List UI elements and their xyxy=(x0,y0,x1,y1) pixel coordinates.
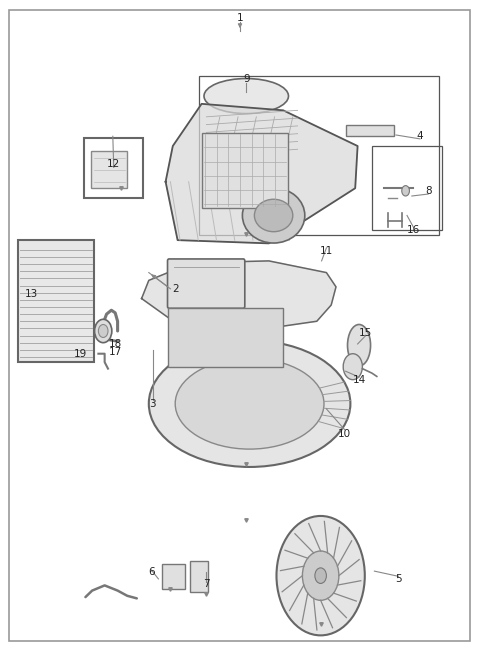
Text: 9: 9 xyxy=(243,74,250,84)
Ellipse shape xyxy=(149,340,350,467)
Bar xyxy=(91,151,127,188)
Bar xyxy=(202,133,288,208)
Bar xyxy=(346,125,394,136)
Text: 17: 17 xyxy=(108,347,122,358)
Polygon shape xyxy=(142,261,336,331)
Polygon shape xyxy=(166,104,358,243)
Circle shape xyxy=(98,324,108,337)
Text: 16: 16 xyxy=(407,225,420,236)
Text: 10: 10 xyxy=(338,428,351,439)
Text: 15: 15 xyxy=(359,328,372,338)
Circle shape xyxy=(276,516,365,635)
Bar xyxy=(199,76,439,235)
Bar xyxy=(168,308,283,367)
Circle shape xyxy=(315,568,326,583)
Ellipse shape xyxy=(254,199,293,232)
Bar xyxy=(162,564,185,589)
Bar xyxy=(372,146,442,230)
Ellipse shape xyxy=(204,79,288,114)
Text: 11: 11 xyxy=(320,245,333,256)
Circle shape xyxy=(95,319,112,343)
Circle shape xyxy=(302,551,339,600)
FancyBboxPatch shape xyxy=(168,259,245,308)
Bar xyxy=(84,138,143,198)
Text: 18: 18 xyxy=(108,339,122,349)
Text: 2: 2 xyxy=(172,284,179,294)
Text: 8: 8 xyxy=(425,186,432,197)
Text: 19: 19 xyxy=(74,349,87,359)
Ellipse shape xyxy=(348,324,371,366)
Text: 5: 5 xyxy=(395,574,402,584)
Text: 13: 13 xyxy=(24,289,38,299)
Text: 1: 1 xyxy=(237,13,243,23)
Ellipse shape xyxy=(343,354,362,380)
Text: 6: 6 xyxy=(148,567,155,578)
Bar xyxy=(190,561,208,592)
Ellipse shape xyxy=(175,358,324,449)
Circle shape xyxy=(402,186,409,196)
Text: 14: 14 xyxy=(352,374,366,385)
Text: 7: 7 xyxy=(203,579,210,589)
Text: 3: 3 xyxy=(149,398,156,409)
Bar xyxy=(18,240,94,362)
Text: 4: 4 xyxy=(417,131,423,141)
Text: 12: 12 xyxy=(107,158,120,169)
Ellipse shape xyxy=(242,188,305,243)
